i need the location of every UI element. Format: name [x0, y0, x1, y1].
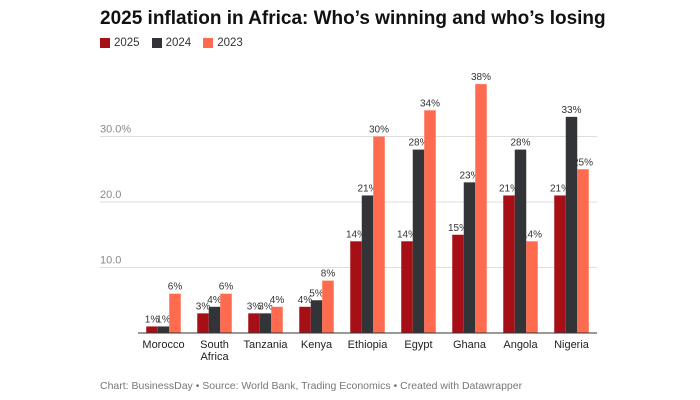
bar-2025: [299, 306, 311, 333]
data-label: 4%: [207, 295, 222, 306]
bar-2025: [554, 195, 566, 333]
x-tick-label: Ghana: [453, 339, 487, 351]
legend-item-2025: 2025: [100, 37, 140, 49]
data-label: 6%: [219, 282, 234, 293]
bar-2023: [220, 293, 232, 333]
y-tick-label: 30.0%: [100, 124, 131, 136]
data-label: 21%: [550, 183, 570, 194]
bar-2024: [259, 313, 272, 333]
legend-label-2025: 2025: [114, 37, 140, 49]
data-label: 8%: [321, 269, 336, 280]
bar-2025: [146, 326, 158, 333]
legend: 2025 2024 2023: [100, 37, 243, 49]
bar-2024: [565, 116, 578, 333]
data-label: 14%: [397, 229, 417, 240]
x-tick-label: Nigeria: [554, 339, 590, 351]
data-label: 4%: [298, 295, 313, 306]
bar-2024: [208, 306, 221, 333]
legend-item-2023: 2023: [203, 37, 243, 49]
data-label: 15%: [448, 223, 468, 234]
bar-2023: [424, 110, 436, 333]
data-label: 14%: [346, 229, 366, 240]
bar-2023: [322, 280, 334, 333]
legend-swatch-2024: [151, 38, 162, 48]
y-tick-label: 20.0: [100, 189, 121, 201]
chart-footer: Chart: BusinessDay • Source: World Bank,…: [100, 380, 523, 392]
data-label: 3%: [258, 301, 273, 312]
bar-2024: [412, 149, 425, 333]
data-label: 28%: [510, 138, 530, 149]
data-label: 1%: [145, 314, 160, 325]
x-tick-label: Africa: [200, 351, 229, 363]
data-label: 21%: [357, 183, 377, 194]
data-label: 4%: [270, 295, 285, 306]
legend-item-2024: 2024: [151, 37, 192, 49]
bar-2023: [577, 169, 589, 333]
data-label: 30%: [369, 125, 389, 136]
legend-label-2024: 2024: [165, 37, 192, 49]
data-label: 28%: [408, 138, 428, 149]
bar-2024: [361, 195, 374, 333]
bar-2025: [452, 234, 464, 333]
y-tick-label: 10.0: [100, 255, 121, 267]
data-label: 1%: [156, 314, 171, 325]
bar-2025: [248, 313, 260, 333]
x-tick-label: Morocco: [142, 339, 184, 351]
bar-2025: [350, 241, 362, 333]
bar-2025: [197, 313, 209, 333]
data-label: 21%: [499, 183, 519, 194]
data-label: 25%: [573, 157, 593, 168]
data-label: 6%: [168, 282, 183, 293]
data-label: 34%: [420, 98, 440, 109]
x-tick-label: Angola: [503, 339, 538, 351]
bar-2024: [514, 149, 527, 333]
data-label: 14%: [522, 229, 542, 240]
data-label: 3%: [196, 301, 211, 312]
bar-2025: [401, 241, 413, 333]
legend-swatch-2023: [203, 38, 214, 48]
bar-2024: [463, 182, 476, 333]
x-tick-label: South: [200, 339, 229, 351]
bar-2024: [157, 326, 170, 333]
bar-2023: [169, 293, 181, 333]
data-label: 33%: [561, 105, 581, 116]
data-label: 23%: [459, 170, 479, 181]
bar-2023: [373, 136, 385, 333]
bar-2023: [526, 241, 538, 333]
data-label: 5%: [309, 288, 324, 299]
x-tick-label: Ethiopia: [348, 339, 389, 351]
legend-label-2023: 2023: [217, 37, 243, 49]
bar-2024: [310, 300, 323, 333]
legend-swatch-2025: [100, 38, 110, 48]
bar-2025: [503, 195, 515, 333]
data-label: 3%: [247, 301, 262, 312]
x-tick-label: Egypt: [404, 339, 432, 351]
data-label: 38%: [471, 72, 491, 83]
x-tick-label: Tanzania: [243, 339, 288, 351]
bar-2023: [271, 306, 283, 333]
bar-2023: [475, 84, 487, 333]
chart-title: 2025 inflation in Africa: Who’s winning …: [100, 8, 606, 29]
x-tick-label: Kenya: [301, 339, 333, 351]
